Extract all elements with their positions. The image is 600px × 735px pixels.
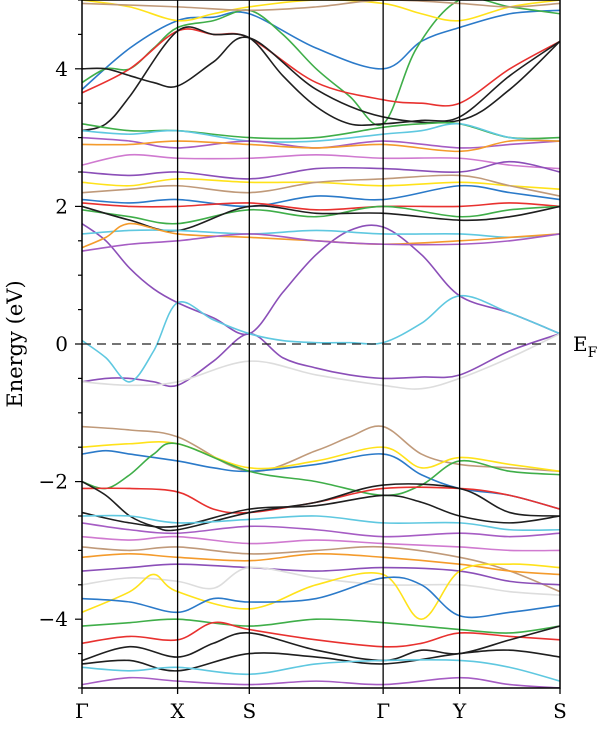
- band-line: [82, 229, 560, 239]
- band-line: [82, 618, 560, 634]
- kpoint-label: S: [242, 699, 256, 723]
- band-line: [82, 659, 560, 682]
- band-line: [82, 494, 560, 528]
- band-line: [82, 222, 560, 249]
- band-line: [82, 535, 560, 552]
- y-axis-label: Energy (eV): [3, 280, 27, 407]
- band-lines: [82, 0, 560, 688]
- y-tick-label: −2: [39, 470, 68, 494]
- y-tick-label: 0: [55, 332, 68, 356]
- band-line: [82, 295, 560, 383]
- band-line: [82, 621, 560, 648]
- band-line: [82, 202, 560, 211]
- band-line: [82, 576, 560, 619]
- band-line: [82, 566, 560, 596]
- band-line: [82, 563, 560, 621]
- band-line: [82, 205, 560, 225]
- band-line: [82, 121, 560, 140]
- kpoint-label: S: [553, 699, 567, 723]
- kpoint-label: Γ: [376, 699, 390, 723]
- band-line: [82, 184, 560, 208]
- kpoint-label: Γ: [75, 699, 89, 723]
- kpoint-label: Y: [452, 699, 467, 723]
- kpoint-label: X: [170, 699, 185, 723]
- band-line: [82, 222, 560, 336]
- y-tick-label: −4: [39, 607, 68, 631]
- band-line: [82, 625, 560, 662]
- y-axis-ticks: −4 −2 0 2 4: [39, 0, 82, 689]
- band-line: [82, 332, 560, 390]
- band-line: [82, 233, 560, 252]
- band-line: [82, 552, 560, 576]
- fermi-level-label: EF: [573, 332, 598, 361]
- fermi-label-sub: F: [588, 345, 598, 361]
- band-line: [82, 160, 560, 180]
- band-line: [82, 442, 560, 497]
- y-tick-label: 4: [55, 57, 68, 81]
- band-line: [82, 332, 560, 388]
- band-line: [82, 514, 560, 532]
- band-line: [82, 486, 560, 514]
- band-line: [82, 174, 560, 197]
- band-line: [82, 28, 560, 107]
- band-line: [82, 9, 560, 91]
- band-line: [82, 26, 560, 132]
- band-line: [82, 36, 560, 124]
- band-line: [82, 563, 560, 586]
- band-line: [82, 545, 560, 593]
- fermi-label-main: E: [573, 332, 588, 356]
- band-line: [82, 676, 560, 688]
- band-line: [82, 441, 560, 473]
- band-line: [82, 122, 560, 143]
- band-line: [82, 139, 560, 153]
- band-line: [82, 649, 560, 672]
- band-line: [82, 153, 560, 170]
- y-tick-label: 2: [55, 194, 68, 218]
- band-line: [82, 522, 560, 538]
- band-line: [82, 0, 560, 22]
- band-line: [82, 425, 560, 473]
